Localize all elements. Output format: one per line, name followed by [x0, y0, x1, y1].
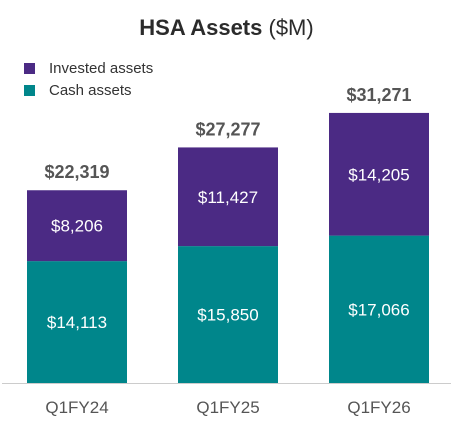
data-label-invested-0: $8,206 — [51, 217, 103, 236]
bar-cash-1 — [178, 246, 278, 383]
x-tick-label-2: Q1FY26 — [347, 398, 410, 417]
data-label-invested-2: $14,205 — [348, 165, 409, 184]
bar-cash-0 — [27, 261, 127, 383]
bar-invested-2 — [329, 112, 429, 236]
chart-title: HSA Assets ($M) — [0, 14, 453, 42]
bar-invested-1 — [178, 147, 278, 247]
legend-item-invested: Invested assets — [24, 57, 153, 79]
total-label-0: $22,319 — [44, 162, 109, 182]
legend-label-cash: Cash assets — [49, 81, 132, 99]
x-tick-label-0: Q1FY24 — [45, 398, 108, 417]
legend-swatch-invested — [24, 62, 35, 74]
legend-item-cash: Cash assets — [24, 79, 153, 101]
data-label-cash-2: $17,066 — [348, 300, 409, 319]
x-tick-label-1: Q1FY25 — [196, 398, 259, 417]
total-label-2: $31,271 — [346, 85, 411, 105]
total-label-1: $27,277 — [195, 119, 260, 139]
chart-title-main: HSA Assets — [139, 15, 263, 40]
data-label-cash-0: $14,113 — [47, 313, 107, 332]
chart-legend: Invested assets Cash assets — [24, 57, 153, 101]
bar-cash-2 — [329, 235, 429, 383]
legend-swatch-cash — [24, 84, 35, 96]
bar-invested-0 — [27, 190, 127, 262]
data-label-cash-1: $15,850 — [197, 306, 258, 325]
legend-label-invested: Invested assets — [49, 59, 154, 77]
chart-title-unit: ($M) — [268, 15, 314, 40]
data-label-invested-1: $11,427 — [198, 188, 258, 207]
